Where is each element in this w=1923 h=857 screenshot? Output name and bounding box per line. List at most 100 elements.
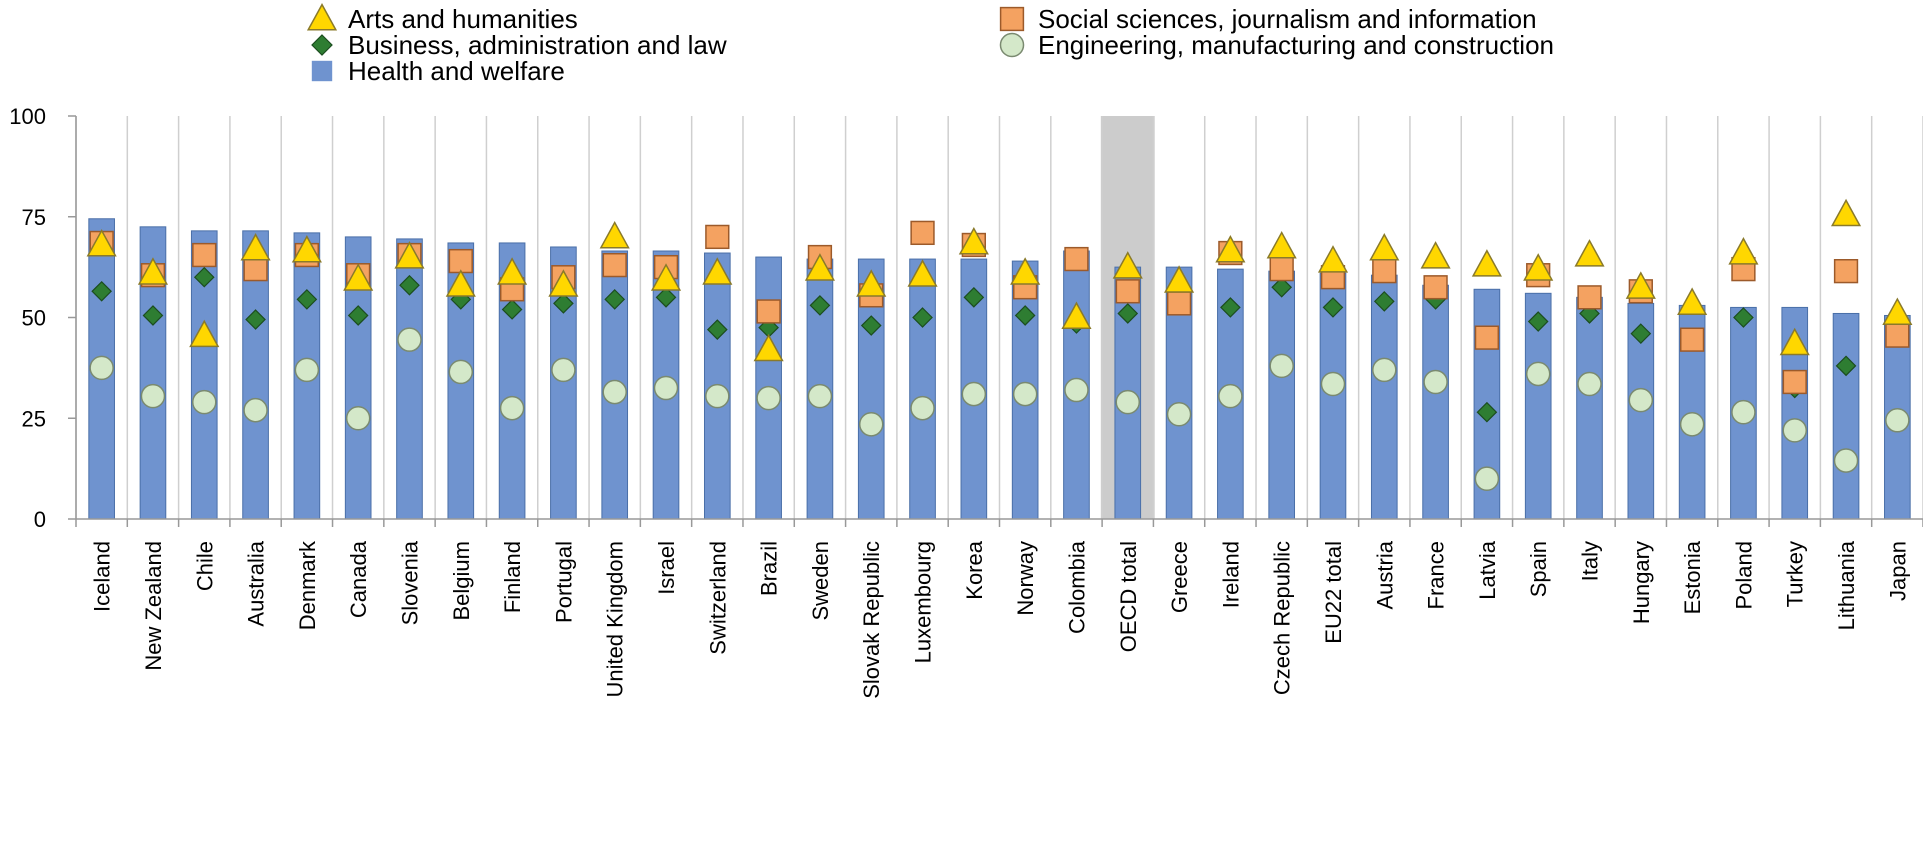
marker-engineering-manufacturing-and-construction-lithuania (1833, 448, 1859, 473)
x-tick-label-slovenia: Slovenia (397, 540, 422, 625)
marker-engineering-manufacturing-and-construction-turkey (1782, 418, 1808, 443)
marker-social-sciences-journalism-and-information-belgium (448, 248, 473, 274)
marker-arts-and-humanities-united-kingdom (599, 220, 630, 249)
y-tick-label: 75 (22, 205, 46, 230)
marker-business-administration-and-law-czech-republic (1271, 276, 1293, 298)
marker-arts-and-humanities-poland (1728, 237, 1759, 265)
marker-business-administration-and-law-united-kingdom (604, 289, 626, 310)
marker-arts-and-humanities-austria (1369, 233, 1400, 261)
bar-czech-republic (1268, 270, 1296, 520)
x-tick-label-iceland: Iceland (90, 541, 115, 612)
marker-engineering-manufacturing-and-construction-austria (1372, 357, 1397, 383)
x-tick-label-greece: Greece (1167, 541, 1192, 613)
marker-arts-and-humanities-slovak-republic (856, 269, 887, 297)
marker-business-administration-and-law-israel (655, 287, 677, 308)
bar-luxembourg (909, 258, 936, 520)
marker-arts-and-humanities-korea (958, 226, 989, 255)
x-tick-label-chile: Chile (192, 541, 217, 591)
marker-business-administration-and-law-finland (501, 299, 523, 320)
marker-engineering-manufacturing-and-construction-korea (961, 381, 987, 407)
marker-engineering-manufacturing-and-construction-colombia (1064, 377, 1089, 403)
marker-engineering-manufacturing-and-construction-czech-republic (1269, 353, 1294, 379)
bar-austria (1370, 274, 1398, 520)
x-tick-label-spain: Spain (1526, 541, 1551, 597)
marker-arts-and-humanities-greece (1164, 265, 1195, 293)
marker-business-administration-and-law-hungary (1630, 323, 1652, 344)
marker-arts-and-humanities-latvia (1471, 249, 1502, 277)
x-tick-label-slovak-republic: Slovak Republic (859, 541, 884, 699)
x-tick-label-france: France (1424, 541, 1449, 609)
markers-group (86, 198, 1913, 491)
marker-engineering-manufacturing-and-construction-belgium (448, 359, 474, 385)
marker-business-administration-and-law-spain (1527, 311, 1549, 332)
marker-arts-and-humanities-switzerland (702, 257, 733, 285)
marker-arts-and-humanities-canada (343, 263, 374, 291)
marker-business-administration-and-law-poland (1733, 307, 1754, 328)
marker-business-administration-and-law-oecd-total (1117, 303, 1139, 324)
marker-business-administration-and-law-australia (245, 309, 266, 330)
marker-arts-and-humanities-slovenia (394, 241, 425, 269)
x-tick-label-sweden: Sweden (808, 541, 833, 621)
legend-marker-health-and-welfare (311, 60, 333, 82)
x-tick-label-lithuania: Lithuania (1834, 540, 1859, 630)
x-tick-label-czech-republic: Czech Republic (1270, 541, 1295, 695)
marker-business-administration-and-law-denmark (296, 289, 318, 310)
x-tick-label-poland: Poland (1731, 541, 1756, 610)
marker-engineering-manufacturing-and-construction-united-kingdom (602, 379, 627, 405)
marker-arts-and-humanities-australia (240, 233, 271, 261)
marker-arts-and-humanities-lithuania (1830, 198, 1862, 227)
marker-engineering-manufacturing-and-construction-brazil (756, 385, 781, 411)
marker-social-sciences-journalism-and-information-brazil (756, 299, 781, 324)
marker-social-sciences-journalism-and-information-switzerland (705, 224, 730, 250)
marker-engineering-manufacturing-and-construction-estonia (1679, 412, 1705, 437)
x-tick-label-eu22-total: EU22 total (1321, 541, 1346, 644)
marker-engineering-manufacturing-and-construction-poland (1731, 399, 1756, 425)
x-tick-label-switzerland: Switzerland (705, 541, 730, 655)
legend-marker-engineering-manufacturing-and-construction (999, 32, 1025, 58)
x-tick-label-italy: Italy (1578, 541, 1603, 581)
x-tick-label-japan: Japan (1885, 541, 1910, 601)
marker-engineering-manufacturing-and-construction-ireland (1218, 383, 1243, 409)
marker-engineering-manufacturing-and-construction-denmark (294, 357, 320, 383)
marker-business-administration-and-law-chile (193, 266, 215, 288)
marker-social-sciences-journalism-and-information-united-kingdom (602, 252, 627, 278)
x-tick-label-brazil: Brazil (757, 541, 782, 596)
marker-social-sciences-journalism-and-information-estonia (1679, 327, 1705, 352)
y-tick-label: 50 (22, 306, 46, 331)
marker-social-sciences-journalism-and-information-turkey (1782, 369, 1807, 395)
x-tick-label-oecd-total: OECD total (1116, 541, 1141, 652)
marker-arts-and-humanities-estonia (1677, 287, 1708, 315)
marker-social-sciences-journalism-and-information-italy (1577, 285, 1602, 310)
marker-arts-and-humanities-colombia (1061, 301, 1092, 330)
y-tick-label: 0 (34, 507, 46, 532)
axis-group: 0 25 50 75 100 (9, 104, 1923, 532)
marker-engineering-manufacturing-and-construction-israel (653, 375, 679, 401)
legend-marker-business-administration-and-law (311, 34, 333, 56)
marker-engineering-manufacturing-and-construction-norway (1012, 381, 1038, 407)
marker-business-administration-and-law-lithuania (1835, 355, 1857, 377)
marker-engineering-manufacturing-and-construction-new-zealand (140, 383, 166, 409)
legend-marker-social-sciences-journalism-and-information (999, 6, 1025, 32)
marker-engineering-manufacturing-and-construction-eu22-total (1320, 371, 1346, 397)
legend-label-health-and-welfare: Health and welfare (348, 56, 565, 86)
marker-business-administration-and-law-latvia (1476, 401, 1498, 423)
marker-social-sciences-journalism-and-information-lithuania (1833, 259, 1859, 284)
x-tick-label-new-zealand: New Zealand (141, 541, 166, 671)
legend-label-arts-and-humanities: Arts and humanities (348, 4, 578, 34)
marker-engineering-manufacturing-and-construction-canada (345, 405, 371, 431)
marker-engineering-manufacturing-and-construction-portugal (551, 357, 576, 383)
marker-engineering-manufacturing-and-construction-luxembourg (910, 395, 935, 421)
marker-arts-and-humanities-chile (189, 319, 220, 348)
legend-marker-arts-and-humanities (306, 3, 338, 31)
labels-group: Iceland New Zealand Chile Australia Denmark C… (90, 540, 1911, 699)
marker-engineering-manufacturing-and-construction-sweden (807, 383, 833, 409)
marker-engineering-manufacturing-and-construction-japan (1885, 407, 1910, 433)
marker-business-administration-and-law-switzerland (706, 319, 728, 340)
x-tick-label-belgium: Belgium (449, 541, 474, 620)
marker-arts-and-humanities-finland (497, 257, 528, 285)
marker-arts-and-humanities-italy (1574, 239, 1605, 267)
x-tick-label-united-kingdom: United Kingdom (603, 541, 628, 698)
x-tick-label-hungary: Hungary (1629, 541, 1654, 624)
x-tick-label-norway: Norway (1013, 541, 1038, 616)
